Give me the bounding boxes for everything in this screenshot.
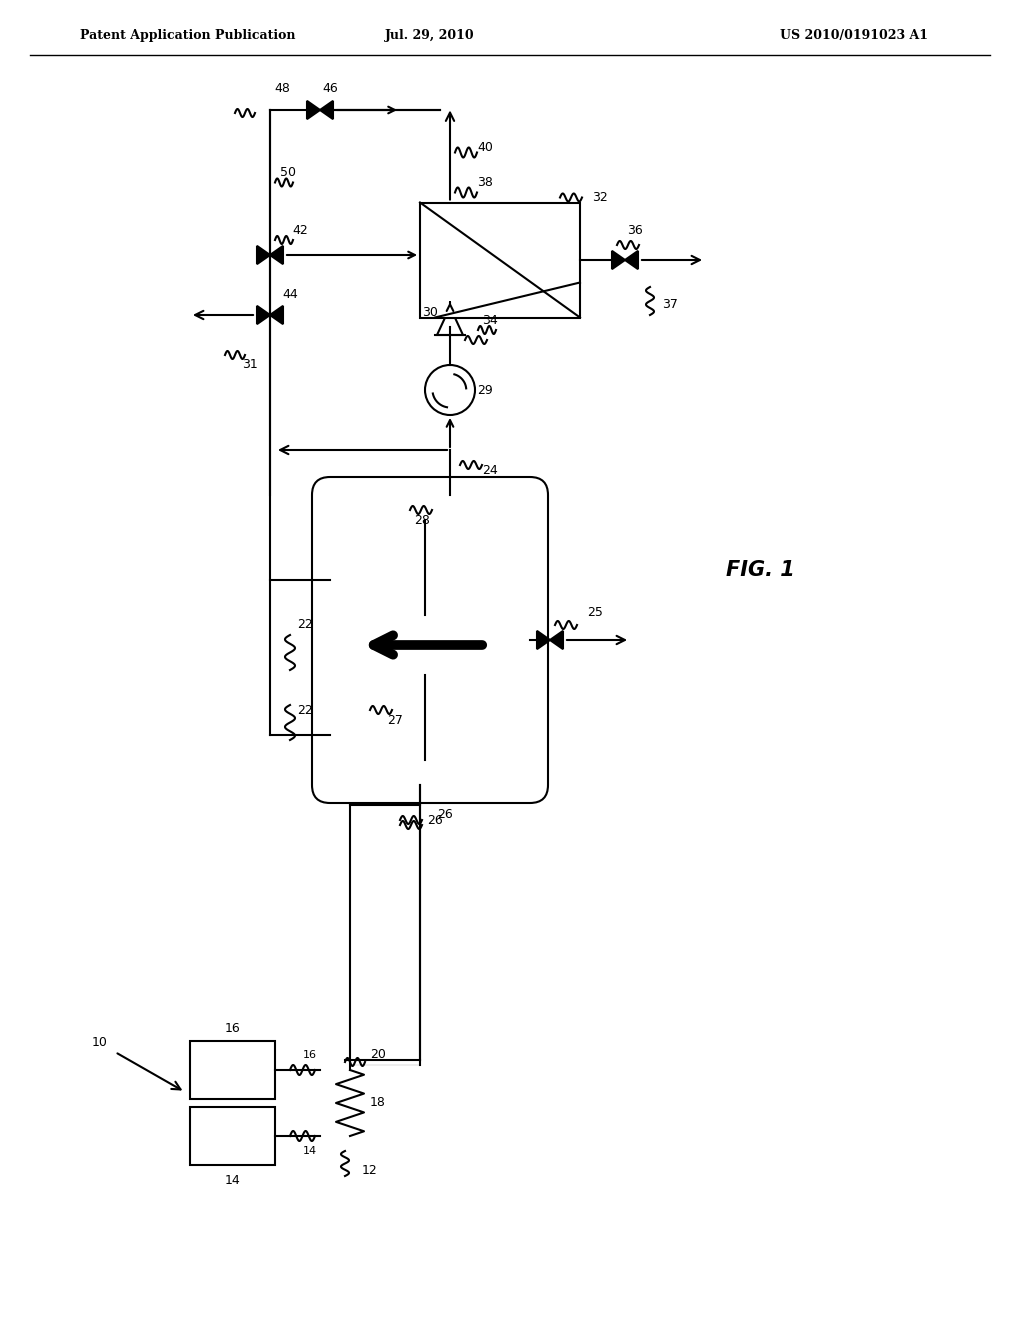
Text: 28: 28: [414, 513, 430, 527]
Text: 26: 26: [427, 813, 442, 826]
Text: Patent Application Publication: Patent Application Publication: [80, 29, 296, 41]
Text: 32: 32: [592, 191, 608, 205]
Text: 10: 10: [92, 1035, 108, 1048]
Text: US 2010/0191023 A1: US 2010/0191023 A1: [780, 29, 928, 41]
Text: 30: 30: [422, 305, 438, 318]
Text: 37: 37: [663, 298, 678, 312]
Text: FIG. 1: FIG. 1: [726, 560, 795, 579]
Text: 29: 29: [477, 384, 493, 396]
Text: 31: 31: [242, 359, 258, 371]
Polygon shape: [307, 100, 319, 119]
FancyBboxPatch shape: [312, 477, 548, 803]
Polygon shape: [550, 631, 563, 649]
Polygon shape: [537, 631, 550, 649]
Polygon shape: [257, 306, 270, 325]
Text: 14: 14: [303, 1146, 317, 1156]
Bar: [190, 1107, 275, 1166]
Polygon shape: [257, 246, 270, 264]
Bar: [190, 1041, 275, 1100]
Text: 25: 25: [587, 606, 603, 619]
Text: 48: 48: [274, 82, 290, 95]
Polygon shape: [437, 308, 463, 335]
Text: 46: 46: [323, 82, 338, 95]
Polygon shape: [270, 246, 283, 264]
Text: 22: 22: [297, 619, 313, 631]
Text: 42: 42: [292, 223, 308, 236]
Text: 22: 22: [297, 704, 313, 717]
Text: 16: 16: [303, 1049, 317, 1060]
Text: 50: 50: [280, 166, 296, 180]
Text: 38: 38: [477, 176, 493, 189]
Text: 16: 16: [224, 1023, 241, 1035]
Text: 40: 40: [477, 141, 493, 154]
Text: 18: 18: [370, 1097, 386, 1110]
Text: Jul. 29, 2010: Jul. 29, 2010: [385, 29, 475, 41]
Text: 12: 12: [362, 1164, 378, 1177]
Bar: [420, 202, 580, 318]
Polygon shape: [319, 100, 333, 119]
Text: 24: 24: [482, 463, 498, 477]
Text: 20: 20: [370, 1048, 386, 1061]
Polygon shape: [625, 251, 638, 269]
Text: 14: 14: [224, 1173, 241, 1187]
Polygon shape: [270, 306, 283, 325]
Text: 36: 36: [627, 223, 643, 236]
Polygon shape: [612, 251, 625, 269]
Text: 26: 26: [437, 808, 453, 821]
Text: 34: 34: [482, 314, 498, 326]
Text: 27: 27: [387, 714, 402, 726]
Text: 44: 44: [283, 289, 298, 301]
